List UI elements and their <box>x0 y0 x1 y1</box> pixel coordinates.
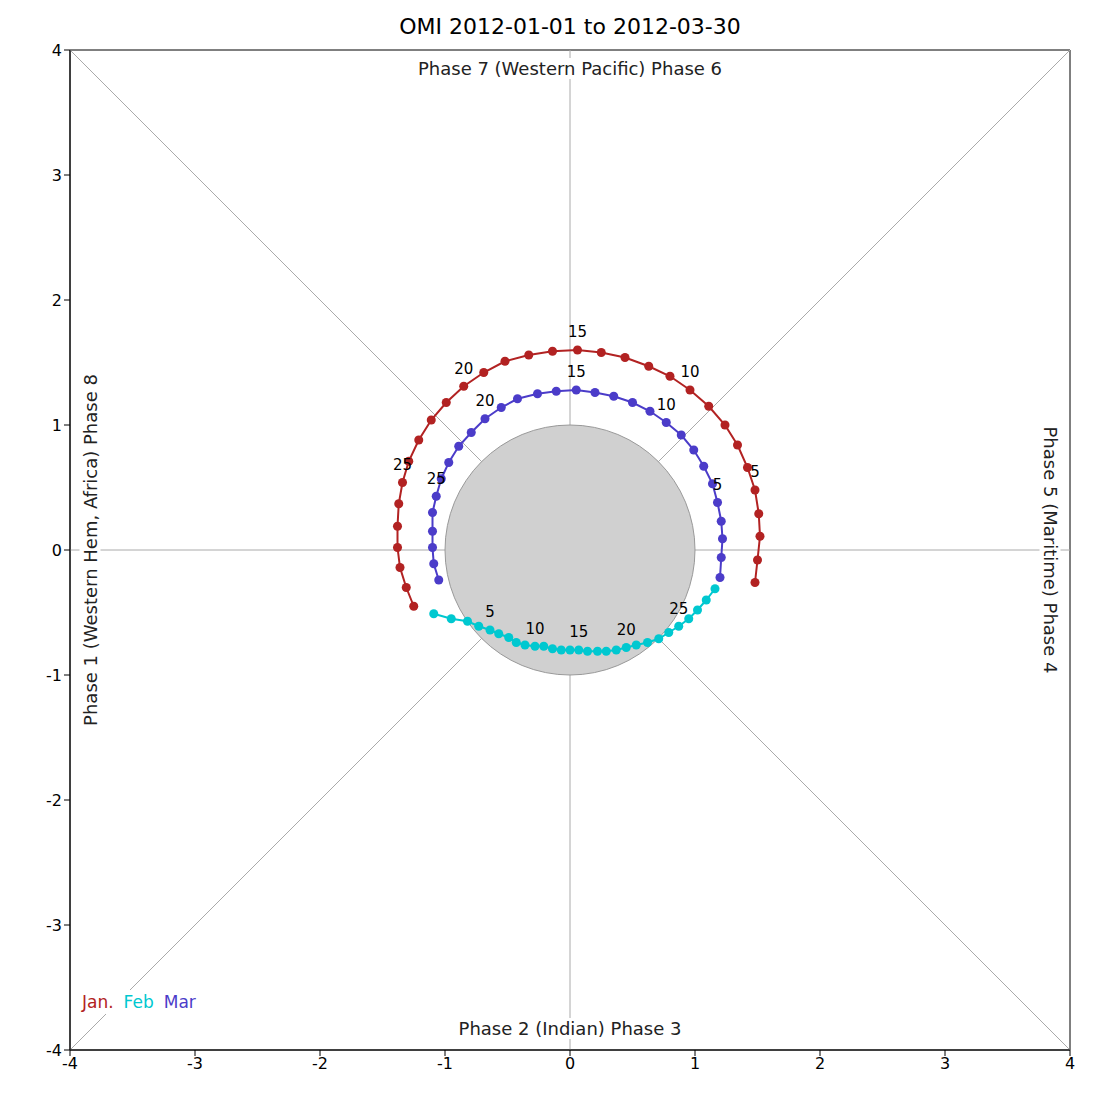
svg-text:-3: -3 <box>187 1054 203 1073</box>
svg-text:5: 5 <box>713 476 723 494</box>
svg-text:5: 5 <box>750 463 760 481</box>
svg-text:20: 20 <box>617 621 636 639</box>
html-text:Jan.: Jan. <box>82 992 114 1012</box>
svg-text:3: 3 <box>52 166 62 185</box>
svg-text:1: 1 <box>52 416 62 435</box>
svg-text:5: 5 <box>485 603 495 621</box>
svg-text:-2: -2 <box>46 791 62 810</box>
svg-text:0: 0 <box>52 541 62 560</box>
svg-text:-4: -4 <box>62 1054 78 1073</box>
svg-text:-2: -2 <box>312 1054 328 1073</box>
html-text:Mar: Mar <box>163 992 196 1012</box>
html-text:Phase 1 (Western Hem, Africa): Phase 1 (Western Hem, Africa) Phase 8 <box>79 374 101 726</box>
html-text:Feb: Feb <box>123 992 154 1012</box>
svg-text:2: 2 <box>52 291 62 310</box>
svg-text:4: 4 <box>1065 1054 1075 1073</box>
svg-text:25: 25 <box>669 600 688 618</box>
svg-text:20: 20 <box>475 392 494 410</box>
svg-text:10: 10 <box>525 620 544 638</box>
svg-text:15: 15 <box>567 363 586 381</box>
svg-text:10: 10 <box>657 396 676 414</box>
svg-text:15: 15 <box>569 623 588 641</box>
svg-text:25: 25 <box>393 456 412 474</box>
svg-text:4: 4 <box>52 41 62 60</box>
html-text:Phase 2 (Indian) Phase 3: Phase 2 (Indian) Phase 3 <box>458 1018 682 1039</box>
html-text:OMI 2012-01-01 to 2012-03-30: OMI 2012-01-01 to 2012-03-30 <box>399 14 741 39</box>
svg-text:15: 15 <box>568 323 587 341</box>
svg-text:-4: -4 <box>46 1041 62 1060</box>
svg-text:-1: -1 <box>437 1054 453 1073</box>
html-text:Phase 7 (Western Pacific) Phas: Phase 7 (Western Pacific) Phase 6 <box>418 58 722 79</box>
svg-text:-3: -3 <box>46 916 62 935</box>
svg-text:10: 10 <box>680 363 699 381</box>
svg-text:-1: -1 <box>46 666 62 685</box>
svg-text:0: 0 <box>565 1054 575 1073</box>
svg-text:1: 1 <box>690 1054 700 1073</box>
svg-text:25: 25 <box>427 470 446 488</box>
svg-text:2: 2 <box>815 1054 825 1073</box>
html-text:Phase 5 (Maritime) Phase 4: Phase 5 (Maritime) Phase 4 <box>1039 426 1061 674</box>
svg-text:20: 20 <box>454 360 473 378</box>
svg-text:3: 3 <box>940 1054 950 1073</box>
